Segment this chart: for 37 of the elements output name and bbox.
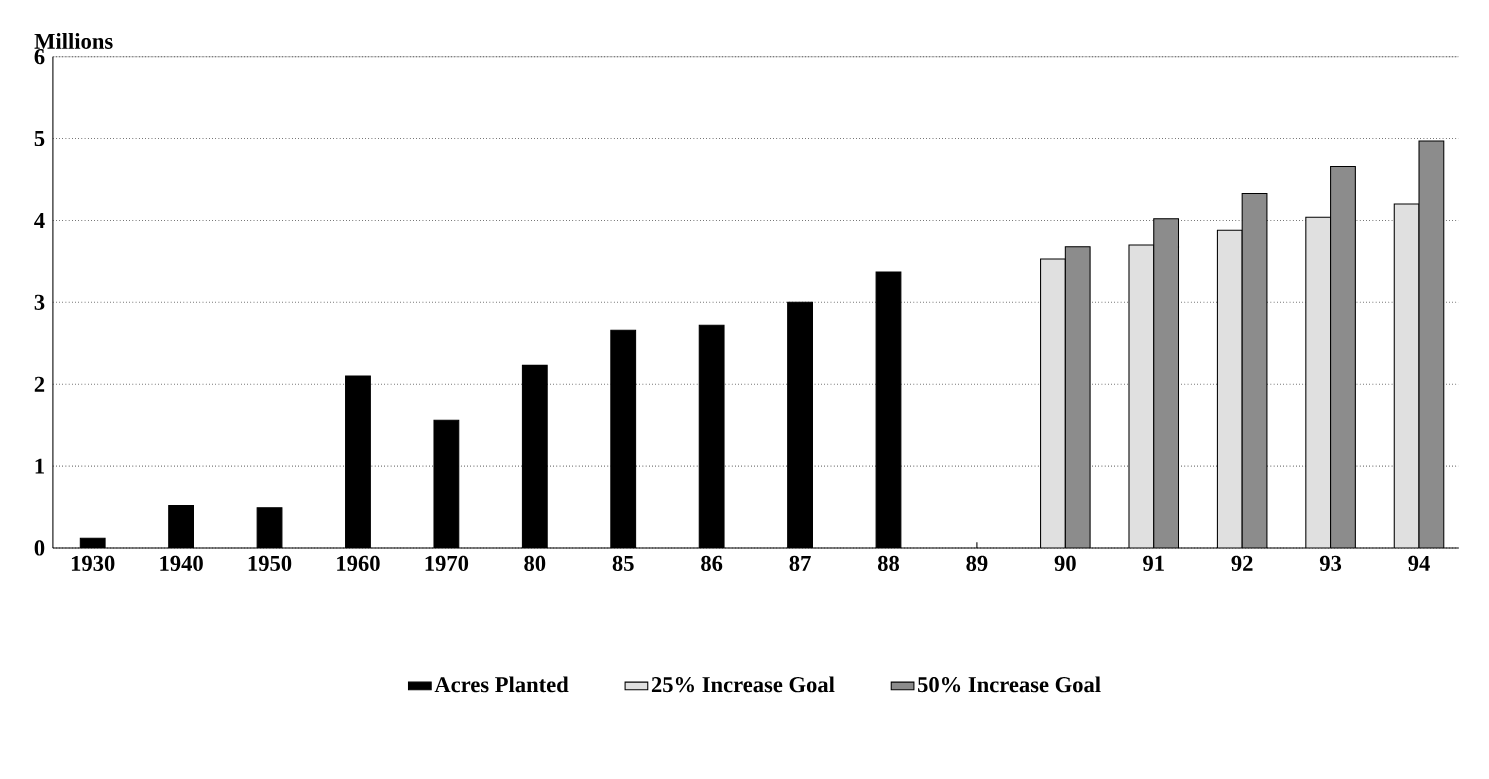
y-tick-label: 2 [34, 376, 45, 392]
x-tick-label: 87 [789, 556, 811, 572]
y-tick-label: 5 [34, 131, 45, 147]
x-tick-label: 80 [524, 556, 546, 572]
x-tick-label: 1960 [337, 556, 380, 572]
bar [1065, 246, 1091, 549]
y-axis-title: Millions [34, 33, 113, 50]
bar [1128, 245, 1154, 549]
x-tick-label: 91 [1143, 556, 1164, 572]
y-tick-label: 1 [35, 458, 44, 474]
y-tick-label: 4 [34, 213, 45, 229]
x-tick-label: 1950 [248, 556, 292, 572]
x-tick-label: 85 [612, 556, 634, 572]
x-tick-label: 1930 [71, 556, 115, 572]
x-tick-label: 94 [1408, 556, 1430, 572]
bar [1330, 166, 1356, 549]
bar [1153, 219, 1179, 549]
y-tick-label: 3 [34, 294, 45, 311]
legend-label: Acres Planted [434, 676, 569, 693]
bar [1393, 203, 1420, 549]
legend-label: 25% Increase Goal [651, 676, 835, 693]
bar [1217, 230, 1243, 549]
x-tick-label: 88 [877, 556, 900, 572]
x-tick-label: 90 [1054, 556, 1076, 572]
x-tick-label: 92 [1231, 556, 1253, 572]
bar [1040, 259, 1066, 549]
x-tick-label: 1970 [425, 556, 469, 572]
x-tick-label: 89 [966, 556, 988, 572]
legend-label: 50% Increase Goal [918, 676, 1101, 693]
x-tick-label: 93 [1319, 556, 1342, 572]
bar [1305, 217, 1331, 549]
bar [1418, 140, 1445, 549]
x-tick-label: 1940 [160, 556, 203, 572]
bar [1242, 193, 1267, 549]
y-tick-label: 6 [34, 49, 45, 65]
x-tick-label: 86 [701, 556, 723, 572]
y-tick-label: 0 [34, 540, 45, 556]
